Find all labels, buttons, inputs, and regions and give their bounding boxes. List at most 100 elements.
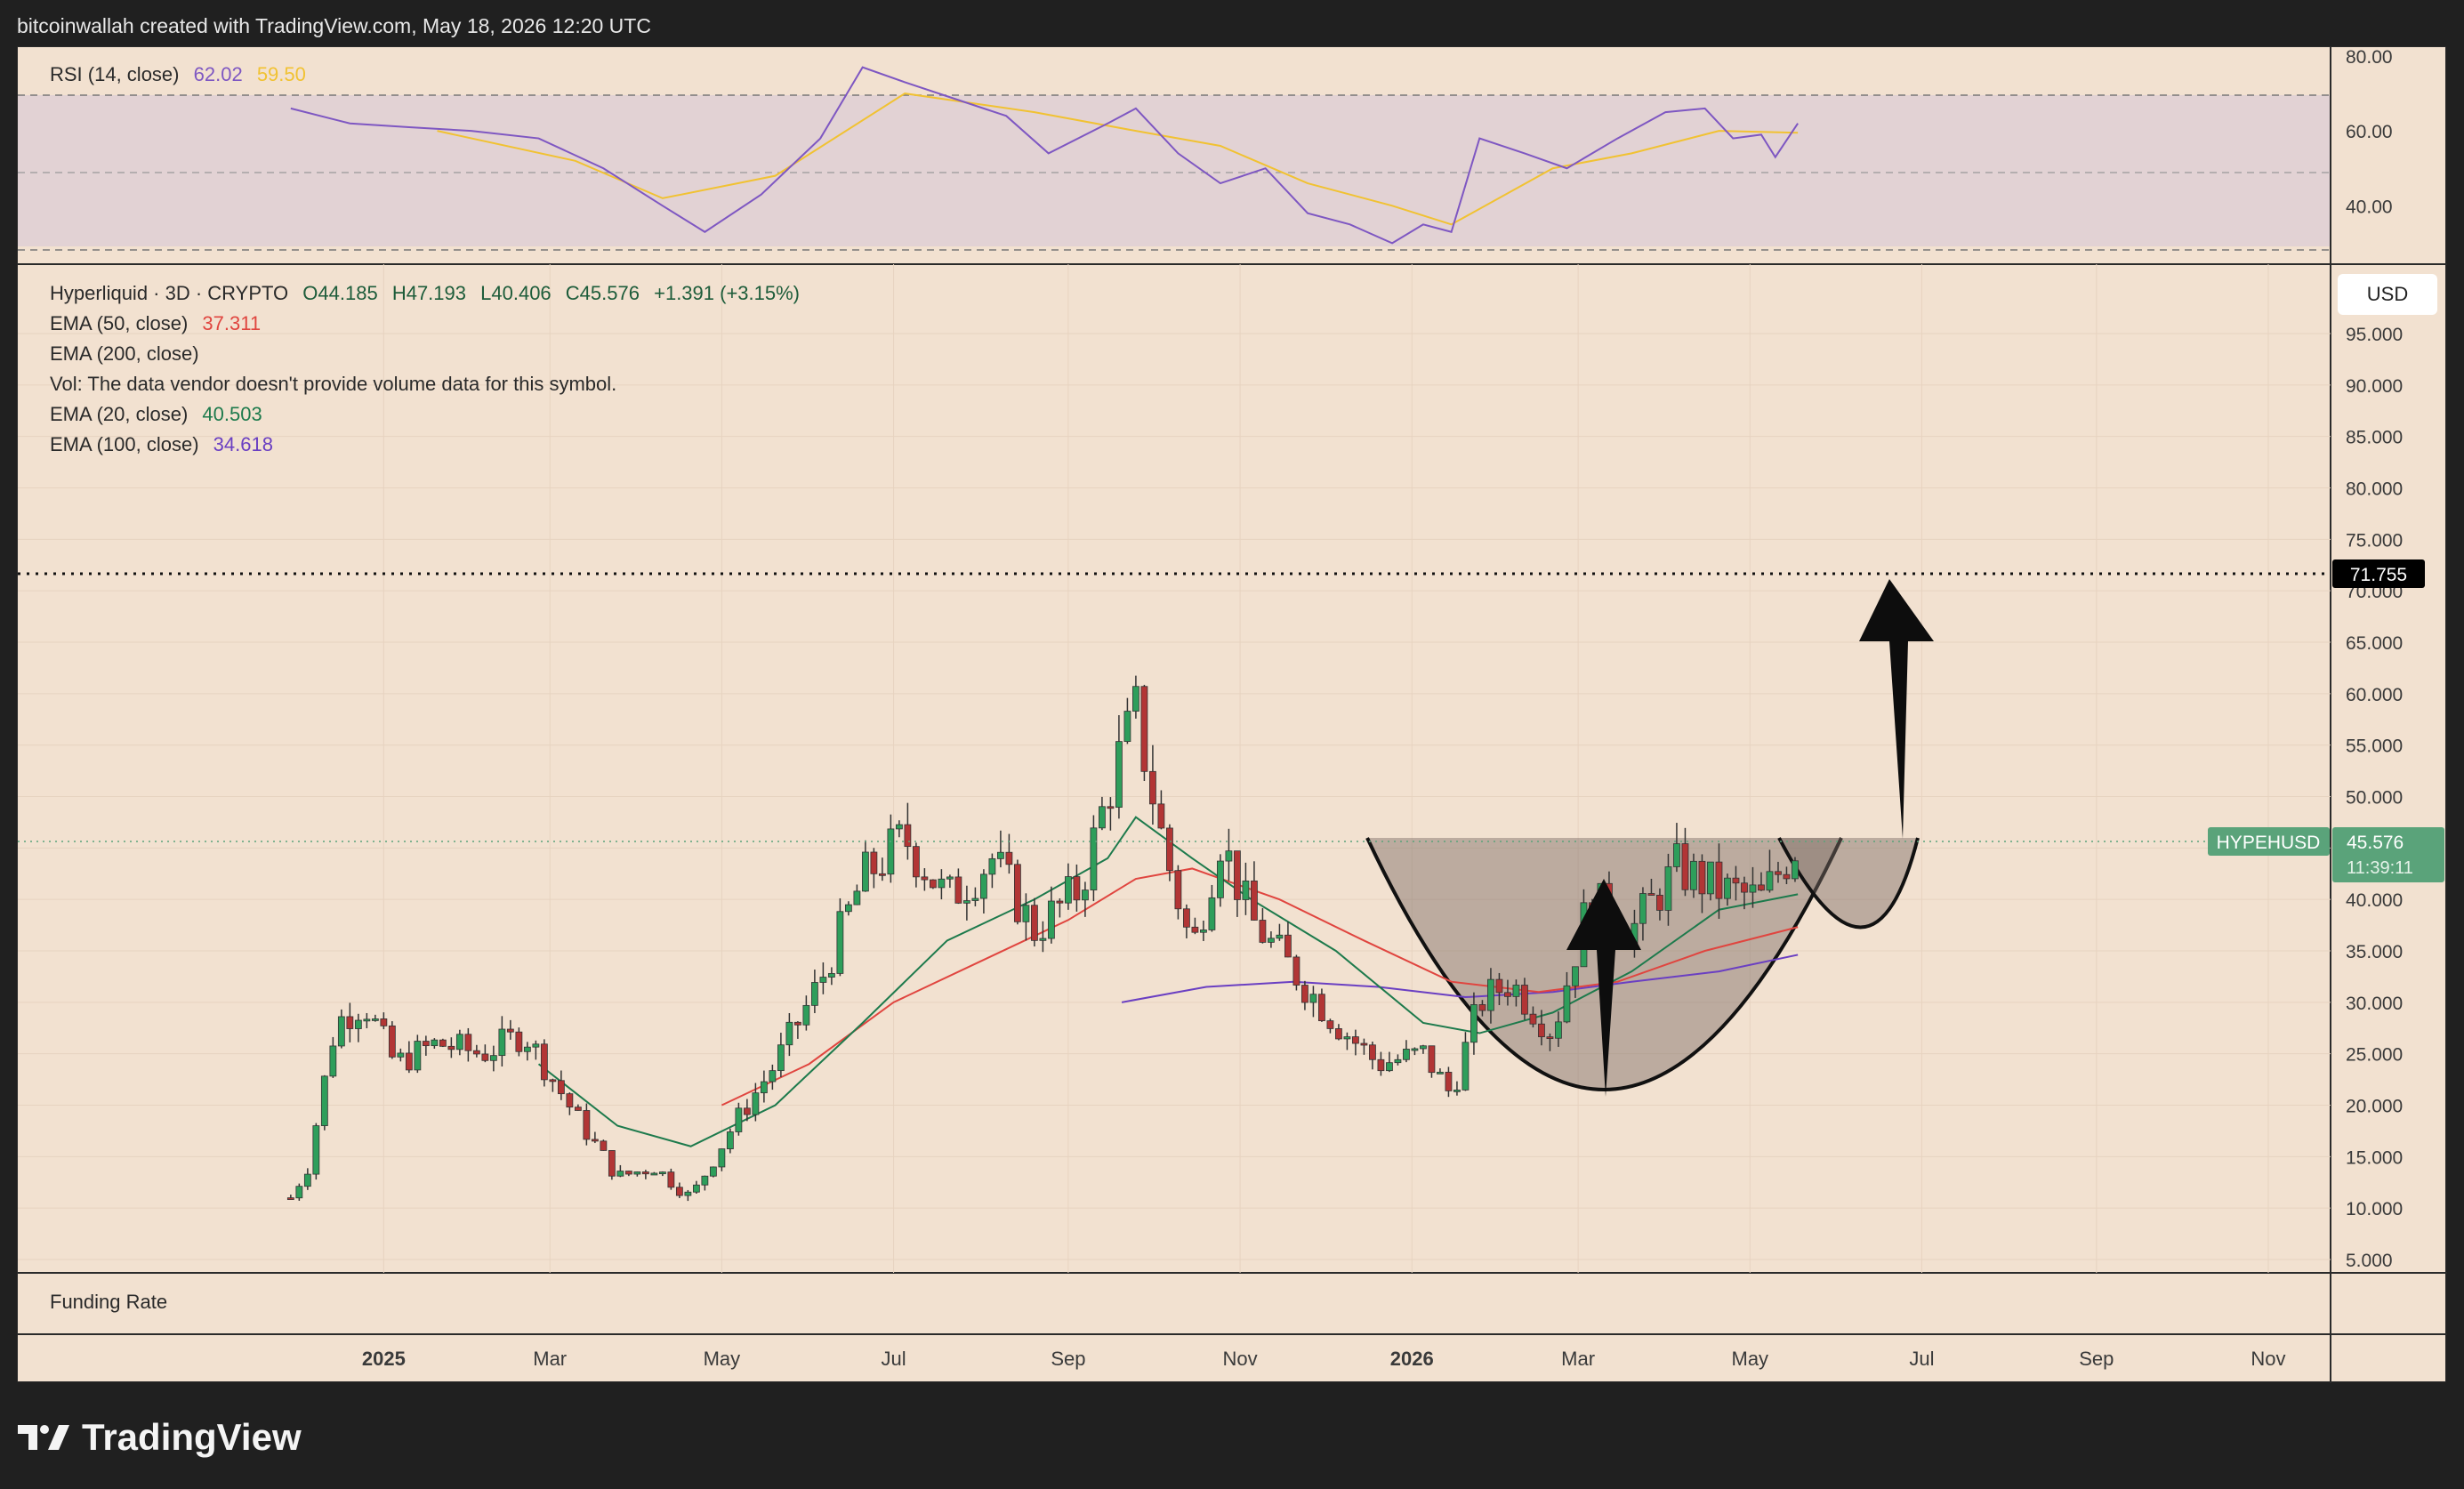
candle-body bbox=[1495, 978, 1503, 994]
price-tick-label: 20.000 bbox=[2346, 1097, 2403, 1117]
time-axis[interactable]: 2025 Mar May Jul Sep Nov 2026 Mar May Jul Sep Nov bbox=[362, 1348, 2286, 1370]
candle-body bbox=[861, 851, 869, 892]
candle-body bbox=[1191, 926, 1199, 933]
candle-body bbox=[1428, 1045, 1436, 1074]
candle-body bbox=[303, 1173, 311, 1187]
rsi-legend[interactable]: RSI (14, close) 62.02 59.50 bbox=[50, 63, 306, 86]
rsi-ma-value: 59.50 bbox=[256, 63, 306, 85]
chart-canvas[interactable]: 95.00090.00085.00080.00075.00070.00065.0… bbox=[18, 47, 2447, 1383]
price-tick-label: 35.000 bbox=[2346, 942, 2403, 962]
candle-body bbox=[1741, 882, 1748, 893]
candle-body bbox=[1268, 938, 1275, 943]
candle-body bbox=[329, 1045, 337, 1077]
time-tick-label: Sep bbox=[1051, 1348, 1085, 1370]
tradingview-brand: TradingView bbox=[82, 1416, 302, 1458]
candle-body bbox=[1546, 1036, 1554, 1040]
price-tick-label: 40.000 bbox=[2346, 890, 2403, 911]
candle-body bbox=[760, 1081, 768, 1094]
candle-body bbox=[1099, 806, 1106, 829]
ema200-legend[interactable]: EMA (200, close) bbox=[50, 342, 199, 366]
candle-body bbox=[1242, 880, 1250, 900]
candle-body bbox=[295, 1186, 303, 1199]
price-tick-label: 65.000 bbox=[2346, 633, 2403, 654]
candle-body bbox=[1140, 686, 1148, 772]
candle-body bbox=[675, 1187, 683, 1196]
candle-body bbox=[1420, 1045, 1427, 1050]
candle-body bbox=[1563, 985, 1571, 1023]
currency-button[interactable]: USD bbox=[2338, 274, 2437, 315]
candle-body bbox=[895, 824, 903, 830]
candle-body bbox=[1301, 985, 1308, 1003]
symbol-legend[interactable]: Hyperliquid · 3D · CRYPTO O44.185 H47.19… bbox=[50, 282, 800, 305]
rsi-ma-line bbox=[437, 93, 1799, 226]
candle-body bbox=[743, 1107, 751, 1115]
candle-body bbox=[1690, 860, 1697, 890]
candle-body bbox=[380, 1018, 388, 1026]
candle-body bbox=[1318, 994, 1325, 1021]
candle-body bbox=[836, 911, 844, 974]
candle-body bbox=[971, 897, 979, 901]
candle-body bbox=[498, 1028, 506, 1057]
candle-body bbox=[912, 846, 920, 878]
price-tick-label: 60.000 bbox=[2346, 685, 2403, 705]
chart-frame[interactable]: 95.000 90.000 85.000 80.000 75.000 70.000 65.0… bbox=[17, 46, 2447, 1383]
rsi-axis[interactable]: 80.00 60.00 40.00 bbox=[2346, 47, 2393, 217]
countdown-text: 11:39:11 bbox=[2347, 858, 2413, 878]
candle-body bbox=[472, 1050, 480, 1055]
candle-body bbox=[1090, 827, 1098, 891]
candle-body bbox=[1259, 920, 1267, 943]
candle-body bbox=[1538, 1023, 1545, 1038]
price-tick-label: 90.000 bbox=[2346, 376, 2403, 397]
candle-body bbox=[1681, 843, 1689, 890]
candle-body bbox=[414, 1041, 422, 1071]
candle-body bbox=[464, 1034, 472, 1051]
target-price-text: 71.755 bbox=[2350, 565, 2407, 585]
candle-body bbox=[566, 1093, 574, 1108]
cup-outline bbox=[1365, 837, 1843, 1091]
candle-body bbox=[904, 824, 912, 848]
candle-body bbox=[574, 1107, 582, 1111]
volume-legend[interactable]: Vol: The data vendor doesn't provide vol… bbox=[50, 373, 616, 396]
candle-body bbox=[1276, 934, 1284, 939]
candle-body bbox=[1352, 1036, 1359, 1044]
ohlc-high: H47.193 bbox=[391, 282, 467, 304]
candle-body bbox=[371, 1018, 379, 1021]
rsi-band bbox=[18, 95, 2331, 246]
funding-rate-legend[interactable]: Funding Rate bbox=[50, 1291, 167, 1314]
candle-body bbox=[963, 900, 970, 904]
tradingview-logo[interactable]: TradingView bbox=[18, 1416, 302, 1459]
candle-body bbox=[312, 1125, 320, 1175]
candle-body bbox=[363, 1018, 371, 1022]
candle-body bbox=[1766, 871, 1774, 891]
price-tick-label: 55.000 bbox=[2346, 736, 2403, 757]
candle-body bbox=[1749, 884, 1757, 893]
candle-body bbox=[608, 1150, 616, 1177]
ema50-legend[interactable]: EMA (50, close) 37.311 bbox=[50, 312, 261, 335]
candle-body bbox=[1453, 1090, 1461, 1092]
ema100-legend[interactable]: EMA (100, close) 34.618 bbox=[50, 433, 273, 456]
candle-body bbox=[692, 1184, 700, 1193]
time-tick-label: May bbox=[1732, 1348, 1769, 1370]
cup-depth-arrow bbox=[1566, 879, 1641, 1097]
price-tick-label: 10.000 bbox=[2346, 1199, 2403, 1219]
candle-body bbox=[1251, 880, 1258, 921]
candle-body bbox=[515, 1031, 523, 1052]
candle-body bbox=[455, 1034, 463, 1050]
current-price-text: 45.576 bbox=[2347, 833, 2404, 853]
candle-body bbox=[752, 1092, 760, 1115]
ema20-legend[interactable]: EMA (20, close) 40.503 bbox=[50, 403, 262, 426]
symbol-line: Hyperliquid · 3D · CRYPTO bbox=[50, 282, 289, 304]
time-tick-label: Nov bbox=[1223, 1348, 1258, 1370]
candle-body bbox=[1792, 860, 1799, 880]
time-tick-label: May bbox=[704, 1348, 741, 1370]
candle-body bbox=[624, 1171, 632, 1175]
candle-body bbox=[1369, 1044, 1376, 1060]
time-tick-label: Jul bbox=[881, 1348, 906, 1370]
price-axis[interactable]: 95.00090.00085.00080.00075.00070.00065.0… bbox=[2346, 325, 2403, 1271]
price-grid bbox=[18, 264, 2331, 1273]
candle-body bbox=[988, 857, 996, 875]
ohlc-change: +1.391 (+3.15%) bbox=[654, 282, 801, 304]
ema50-label: EMA (50, close) bbox=[50, 312, 189, 334]
rsi-legend-label: RSI (14, close) bbox=[50, 63, 180, 85]
candle-body bbox=[1039, 938, 1047, 941]
